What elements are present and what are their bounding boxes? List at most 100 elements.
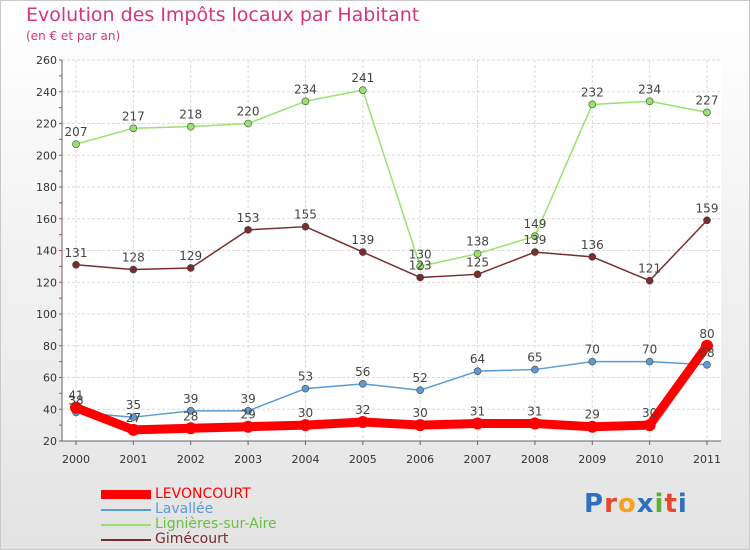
data-point-levoncourt bbox=[701, 339, 713, 352]
data-label-levoncourt: 30 bbox=[642, 406, 657, 420]
data-label-ligni-res-sur-aire: 130 bbox=[409, 247, 432, 261]
y-tick-label: 240 bbox=[36, 86, 57, 99]
x-tick-label: 2000 bbox=[62, 453, 90, 466]
data-label-levoncourt: 80 bbox=[699, 327, 714, 341]
y-tick-label: 40 bbox=[43, 403, 57, 416]
data-point-levoncourt bbox=[414, 419, 427, 432]
y-tick-label: 20 bbox=[43, 435, 57, 448]
data-label-levoncourt: 29 bbox=[585, 408, 600, 422]
data-label-gim-court: 125 bbox=[466, 255, 489, 269]
legend-label: LEVONCOURT bbox=[155, 486, 251, 502]
data-point-levoncourt bbox=[70, 401, 82, 414]
data-label-ligni-res-sur-aire: 241 bbox=[351, 71, 374, 85]
data-label-lavall-e: 53 bbox=[298, 370, 313, 384]
legend-swatch bbox=[101, 523, 151, 526]
data-label-gim-court: 136 bbox=[581, 238, 604, 252]
logo-letter: P bbox=[584, 489, 605, 519]
legend-swatch bbox=[101, 508, 151, 511]
x-tick-label: 2010 bbox=[636, 453, 664, 466]
y-tick-label: 200 bbox=[36, 149, 57, 162]
logo-letter: i bbox=[677, 489, 688, 519]
data-point-levoncourt bbox=[586, 420, 599, 433]
data-label-gim-court: 131 bbox=[65, 246, 88, 260]
legend-label: Lavallée bbox=[155, 501, 214, 517]
data-label-levoncourt: 41 bbox=[68, 389, 83, 403]
data-label-gim-court: 129 bbox=[179, 249, 202, 263]
data-point-ligni-res-sur-aire bbox=[72, 140, 80, 148]
x-tick-label: 2005 bbox=[349, 453, 377, 466]
y-tick-label: 220 bbox=[36, 118, 57, 131]
data-point-lavall-e bbox=[645, 357, 654, 366]
data-point-ligni-res-sur-aire bbox=[588, 100, 597, 109]
y-tick-label: 260 bbox=[36, 54, 57, 67]
data-point-levoncourt bbox=[471, 417, 484, 430]
legend-swatch bbox=[101, 490, 151, 499]
x-tick-label: 2004 bbox=[291, 453, 319, 466]
data-point-levoncourt bbox=[299, 419, 312, 432]
data-label-ligni-res-sur-aire: 149 bbox=[523, 217, 546, 231]
legend-item-lavall-e: Lavallée bbox=[101, 502, 277, 517]
data-label-lavall-e: 39 bbox=[240, 392, 255, 406]
data-label-ligni-res-sur-aire: 138 bbox=[466, 235, 489, 249]
data-label-levoncourt: 27 bbox=[126, 411, 141, 425]
data-point-lavall-e bbox=[359, 380, 367, 388]
data-label-lavall-e: 35 bbox=[126, 398, 141, 412]
x-tick-label: 2001 bbox=[119, 453, 147, 466]
data-label-gim-court: 155 bbox=[294, 208, 317, 222]
data-point-gim-court bbox=[129, 265, 138, 274]
data-point-levoncourt bbox=[643, 419, 656, 432]
data-point-ligni-res-sur-aire bbox=[531, 232, 539, 241]
y-tick-label: 140 bbox=[36, 245, 57, 258]
data-point-levoncourt bbox=[127, 423, 140, 436]
data-label-ligni-res-sur-aire: 232 bbox=[581, 85, 604, 99]
logo-letter: t bbox=[664, 489, 678, 519]
x-tick-label: 2009 bbox=[578, 453, 606, 466]
data-label-gim-court: 159 bbox=[696, 201, 719, 215]
data-point-ligni-res-sur-aire bbox=[301, 97, 310, 106]
data-point-lavall-e bbox=[588, 357, 597, 366]
y-tick-label: 60 bbox=[43, 372, 57, 385]
x-tick-label: 2003 bbox=[234, 453, 262, 466]
data-label-levoncourt: 29 bbox=[240, 408, 255, 422]
data-label-gim-court: 139 bbox=[523, 233, 546, 247]
series-line-ligni-res-sur-aire bbox=[75, 89, 708, 268]
data-label-ligni-res-sur-aire: 207 bbox=[65, 125, 88, 139]
data-label-gim-court: 121 bbox=[638, 262, 661, 276]
y-tick-label: 100 bbox=[36, 308, 57, 321]
data-point-gim-court bbox=[301, 222, 310, 231]
data-label-ligni-res-sur-aire: 218 bbox=[179, 108, 202, 122]
y-tick-label: 120 bbox=[36, 276, 57, 289]
data-point-lavall-e bbox=[703, 360, 711, 369]
data-point-gim-court bbox=[359, 248, 367, 256]
x-tick-label: 2007 bbox=[464, 453, 492, 466]
data-label-levoncourt: 30 bbox=[298, 406, 313, 420]
series-line-gim-court bbox=[75, 219, 708, 282]
data-point-ligni-res-sur-aire bbox=[703, 108, 711, 117]
data-label-levoncourt: 31 bbox=[527, 405, 542, 419]
chart-subtitle: (en € et par an) bbox=[26, 29, 121, 43]
legend-item-levoncourt: LEVONCOURT bbox=[101, 487, 277, 502]
data-point-ligni-res-sur-aire bbox=[129, 124, 138, 133]
data-point-ligni-res-sur-aire bbox=[645, 97, 654, 106]
legend-swatch bbox=[101, 538, 151, 541]
data-label-gim-court: 123 bbox=[409, 258, 432, 272]
logo-letter: x bbox=[636, 489, 655, 519]
logo-letter: i bbox=[654, 489, 665, 519]
data-label-ligni-res-sur-aire: 234 bbox=[638, 82, 661, 96]
data-point-gim-court bbox=[703, 216, 711, 225]
data-label-gim-court: 153 bbox=[237, 211, 260, 225]
data-label-lavall-e: 64 bbox=[470, 352, 485, 366]
legend: LEVONCOURT Lavallée Lignières-sur-Aire Gimé… bbox=[101, 487, 277, 547]
data-label-lavall-e: 68 bbox=[699, 346, 714, 360]
data-point-gim-court bbox=[473, 270, 482, 279]
data-point-gim-court bbox=[186, 264, 195, 272]
y-tick-label: 80 bbox=[43, 340, 57, 353]
data-label-lavall-e: 56 bbox=[355, 365, 370, 379]
data-point-gim-court bbox=[72, 260, 80, 269]
data-point-levoncourt bbox=[184, 422, 197, 435]
y-tick-label: 180 bbox=[36, 181, 57, 194]
data-label-levoncourt: 32 bbox=[355, 403, 370, 417]
data-point-lavall-e bbox=[473, 367, 482, 375]
